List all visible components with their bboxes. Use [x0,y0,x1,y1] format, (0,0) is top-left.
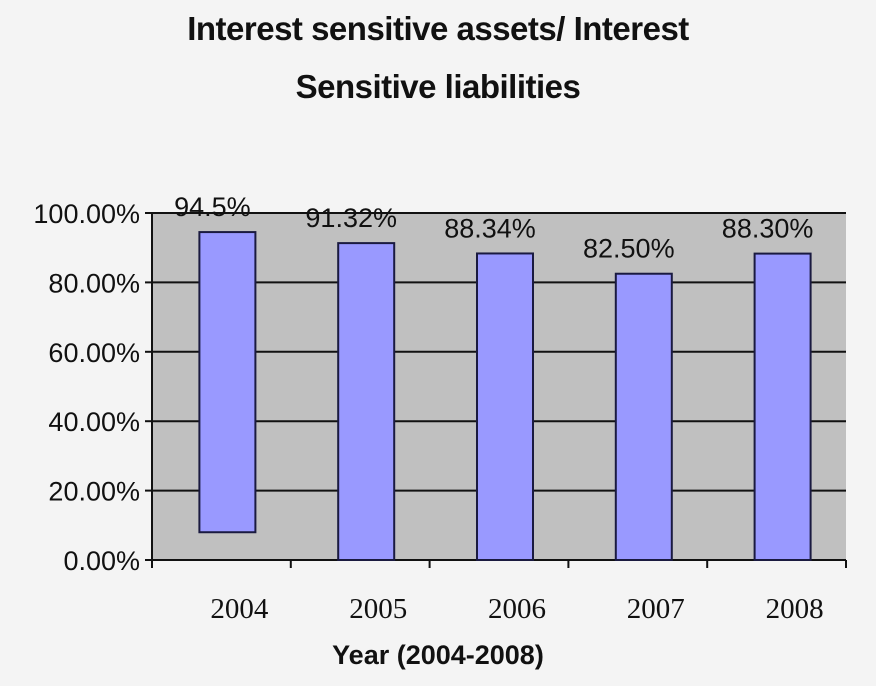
data-label-2005: 91.32% [305,203,397,233]
x-tick-label-2007: 2007 [627,593,685,625]
y-tick-label: 80.00% [48,268,140,298]
bar-2008 [753,252,812,561]
x-tick-label-2006: 2006 [488,593,546,625]
x-tick-label-2005: 2005 [349,593,407,625]
data-label-2008: 88.30% [722,214,814,244]
x-axis-title: Year (2004-2008) [332,640,544,670]
y-tick-label: 60.00% [48,338,140,368]
x-tick-label-2008: 2008 [766,593,824,625]
y-tick-label: 0.00% [63,546,140,576]
x-tick-label-2004: 2004 [210,593,269,625]
data-label-2007: 82.50% [583,234,675,264]
bar-2005 [337,242,396,561]
chart-title-line-1: Interest sensitive assets/ Interest [187,10,689,47]
y-tick-label: 20.00% [48,477,140,507]
data-label-2004: 94.5% [174,192,251,222]
chart-title-line-2: Sensitive liabilities [295,68,581,105]
bar-2006 [476,252,534,561]
bar-2004 [198,231,257,534]
bar-2007 [614,272,673,561]
y-tick-label: 100.00% [33,199,140,229]
y-tick-label: 40.00% [48,407,140,437]
data-label-2006: 88.34% [444,213,536,243]
